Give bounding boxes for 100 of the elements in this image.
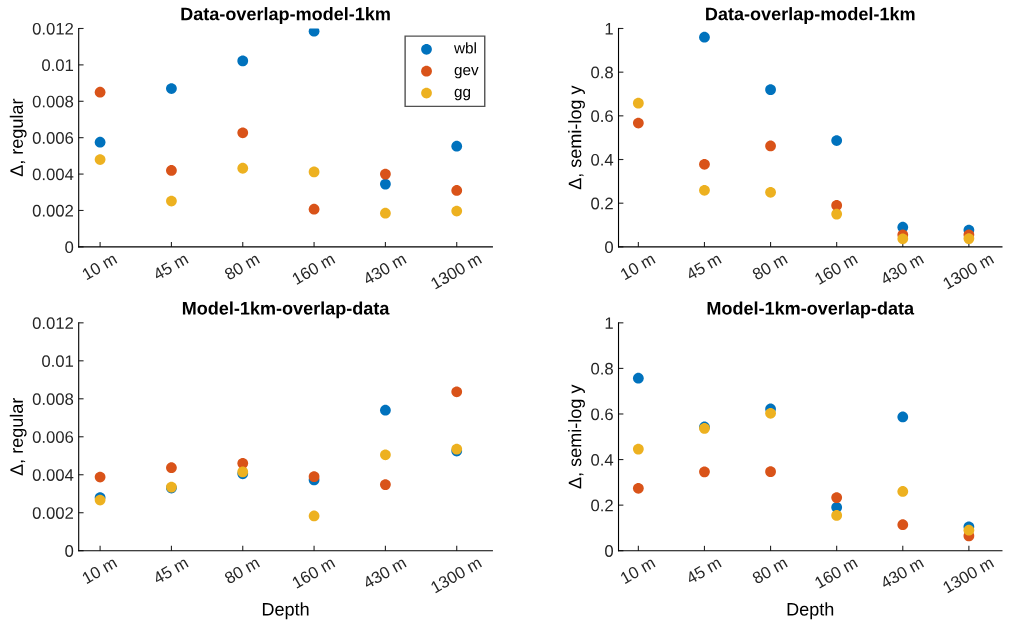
x-tick-label: 430 m: [362, 556, 407, 590]
point: [632, 443, 644, 455]
y-axis-title: Δ, regular: [9, 98, 27, 177]
point: [94, 154, 106, 165]
point: [380, 449, 391, 461]
y-tick-label: 0.012: [32, 22, 74, 35]
point: [166, 195, 177, 207]
point: [963, 233, 975, 244]
y-tick-label: 0.2: [591, 499, 613, 512]
point: [94, 86, 106, 98]
y-tick-label: 0.4: [591, 453, 614, 466]
point: [380, 404, 391, 416]
x-tick-label: 45 m: [152, 252, 189, 281]
point: [765, 186, 776, 198]
y-tick-label: 0.004: [32, 469, 74, 481]
point: [897, 519, 909, 531]
point: [308, 28, 320, 37]
x-tick-label: 10 m: [619, 252, 656, 281]
point: [451, 185, 463, 196]
x-tick-label: 45 m: [152, 556, 189, 585]
point: [765, 140, 776, 152]
x-tick-label: 80 m: [223, 252, 261, 281]
point: [308, 203, 320, 215]
y-axis-title: Δ, semi-log y: [568, 384, 585, 489]
point: [308, 510, 320, 522]
point: [699, 184, 710, 196]
point: [897, 486, 909, 497]
x-tick-label: 45 m: [685, 252, 722, 281]
chart-title: Data-overlap-model-1km: [181, 7, 390, 24]
x-tick-label: 160 m: [814, 556, 859, 589]
point: [451, 205, 463, 217]
y-tick-label: 0.002: [32, 507, 74, 519]
point: [765, 84, 776, 96]
point: [632, 117, 644, 129]
y-tick-label: 0: [65, 545, 74, 557]
point: [831, 135, 843, 146]
y-tick-label: 0.4: [591, 153, 614, 166]
point: [237, 127, 249, 139]
y-tick-label: 1: [605, 317, 613, 329]
point: [94, 471, 106, 483]
point: [831, 510, 843, 521]
y-tick-label: 0.2: [591, 197, 613, 210]
x-tick-label: 45 m: [685, 556, 722, 585]
point: [166, 462, 177, 474]
y-tick-label: 0.004: [32, 168, 74, 181]
point: [308, 166, 320, 178]
x-tick-label: 1300 m: [430, 556, 483, 594]
y-tick-label: 0.8: [591, 362, 613, 375]
y-tick-label: 0.006: [32, 431, 74, 443]
y-tick-label: 1: [605, 23, 613, 35]
x-tick-label: 1300 m: [942, 556, 995, 594]
point: [166, 165, 177, 176]
y-tick-label: 0: [65, 241, 74, 254]
y-tick-label: 0: [605, 241, 613, 254]
legend-label: wbl: [453, 42, 476, 54]
point: [699, 31, 710, 43]
legend-label: gev: [454, 66, 479, 79]
point: [699, 158, 710, 170]
point: [632, 372, 644, 384]
point: [897, 411, 909, 423]
point: [451, 386, 463, 398]
x-tick-label: 430 m: [879, 556, 925, 590]
point: [166, 83, 177, 94]
x-tick-label: 1300 m: [942, 252, 995, 290]
point: [765, 407, 776, 419]
y-tick-label: 0.012: [32, 317, 74, 330]
point: [237, 55, 249, 67]
y-tick-label: 0.008: [32, 393, 74, 405]
point: [632, 482, 644, 494]
chart-title: Data-overlap-model-1km: [706, 7, 915, 24]
point: [380, 178, 391, 190]
point: [831, 200, 843, 211]
x-tick-label: 10 m: [81, 252, 118, 281]
x-tick-label: 80 m: [751, 252, 788, 281]
x-tick-label: 430 m: [362, 252, 407, 286]
point: [380, 479, 391, 490]
x-tick-label: 1300 m: [430, 252, 483, 290]
x-tick-label: 10 m: [81, 556, 118, 585]
x-axis-title: Depth: [262, 602, 309, 620]
x-tick-label: 80 m: [223, 556, 261, 585]
x-tick-label: 430 m: [879, 252, 925, 286]
point: [632, 97, 644, 109]
y-tick-label: 0.01: [42, 59, 74, 72]
y-tick-label: 0.01: [42, 355, 74, 368]
y-tick-label: 0.008: [32, 95, 74, 108]
x-tick-label: 10 m: [619, 556, 656, 585]
chart-title: Model-1km-overlap-data: [707, 301, 915, 319]
y-tick-label: 0.002: [32, 204, 74, 217]
y-axis-title: Δ, regular: [9, 397, 27, 476]
x-tick-label: 160 m: [291, 252, 336, 285]
point: [237, 162, 249, 174]
point: [451, 140, 463, 152]
point: [380, 207, 391, 219]
y-axis-title: Δ, semi-log y: [568, 85, 585, 190]
y-tick-label: 0.6: [591, 110, 613, 123]
y-tick-label: 0.8: [591, 66, 613, 79]
point: [380, 168, 391, 180]
y-tick-label: 0.6: [591, 408, 613, 421]
x-tick-label: 80 m: [751, 556, 788, 585]
point: [831, 208, 843, 220]
